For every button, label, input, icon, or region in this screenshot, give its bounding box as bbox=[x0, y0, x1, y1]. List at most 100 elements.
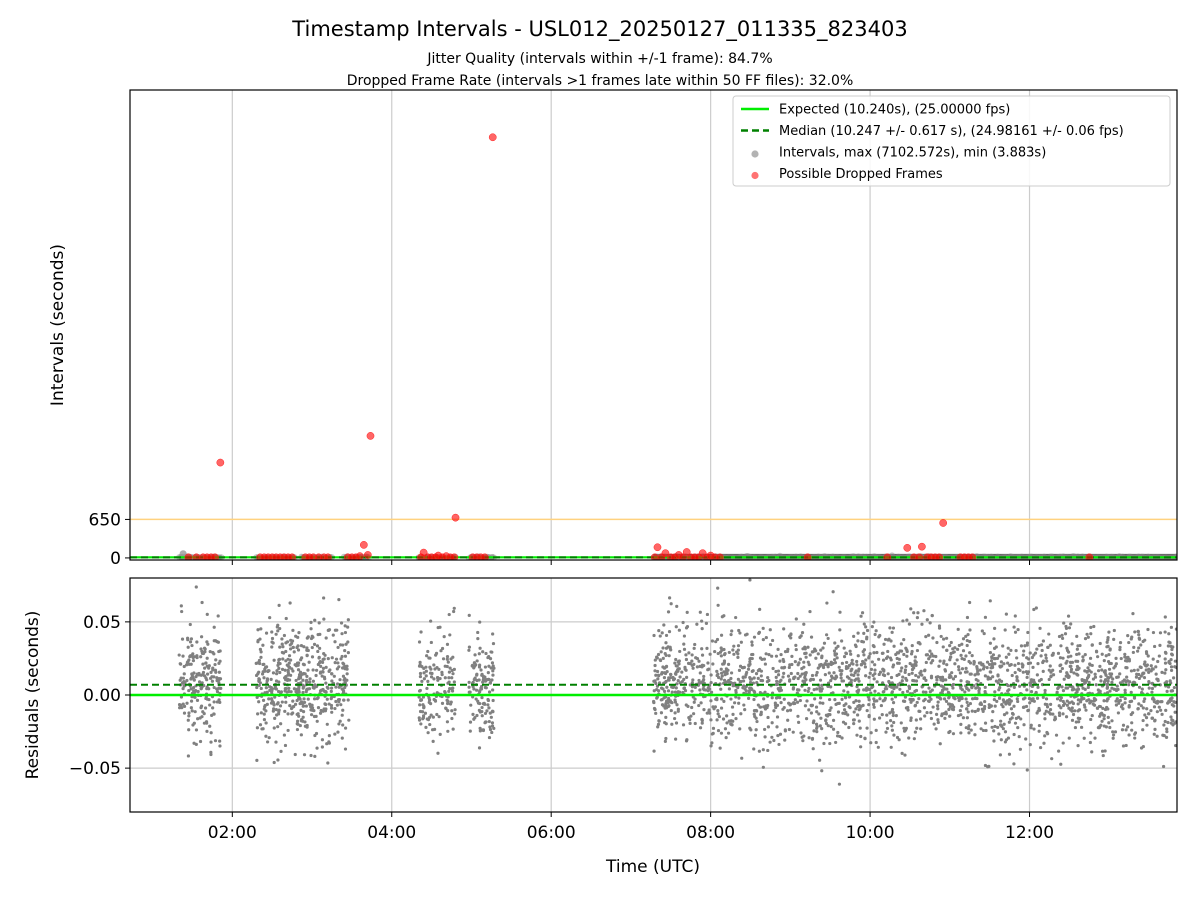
residual-point bbox=[1146, 654, 1150, 658]
residual-point bbox=[932, 722, 936, 726]
residual-point bbox=[778, 680, 782, 684]
residual-point bbox=[666, 689, 671, 693]
residual-point bbox=[1140, 687, 1144, 691]
residual-point bbox=[1057, 749, 1061, 753]
residual-point bbox=[1031, 665, 1035, 669]
residual-point bbox=[915, 726, 919, 730]
residual-point bbox=[878, 716, 882, 720]
residual-point bbox=[329, 696, 333, 701]
residual-point bbox=[1022, 649, 1026, 653]
residual-point bbox=[906, 708, 910, 712]
residual-point bbox=[1114, 662, 1118, 666]
residual-point bbox=[1169, 665, 1174, 669]
residual-point bbox=[879, 703, 883, 708]
residual-point bbox=[968, 600, 972, 605]
residual-point bbox=[288, 658, 293, 662]
residual-point bbox=[758, 607, 762, 611]
residual-point bbox=[950, 671, 954, 675]
residual-point bbox=[1110, 719, 1114, 723]
residual-point bbox=[818, 696, 823, 700]
dropped-frame-point bbox=[366, 432, 375, 440]
residual-point bbox=[438, 732, 442, 736]
residual-point bbox=[847, 705, 851, 709]
residual-point bbox=[862, 688, 866, 692]
residual-point bbox=[418, 688, 422, 693]
residual-point bbox=[491, 698, 495, 703]
residual-point bbox=[914, 679, 919, 683]
residual-point bbox=[890, 685, 894, 689]
residual-point bbox=[665, 685, 669, 689]
residual-point bbox=[490, 721, 495, 725]
residual-point bbox=[1059, 762, 1063, 766]
residual-point bbox=[831, 727, 836, 731]
residual-point bbox=[269, 701, 274, 705]
residual-point bbox=[955, 658, 959, 662]
residual-point bbox=[761, 638, 765, 642]
residual-point bbox=[748, 680, 753, 685]
residual-point bbox=[1137, 633, 1141, 637]
residual-point bbox=[1111, 677, 1115, 681]
residual-point bbox=[1022, 723, 1026, 727]
residual-point bbox=[209, 731, 213, 735]
residual-point bbox=[294, 678, 298, 683]
residual-point bbox=[938, 697, 943, 701]
residual-point bbox=[1152, 732, 1156, 736]
residual-point bbox=[1082, 696, 1086, 701]
residual-point bbox=[795, 688, 800, 692]
residual-point bbox=[424, 669, 428, 673]
residual-point bbox=[951, 677, 956, 681]
residual-point bbox=[840, 661, 844, 665]
residual-point bbox=[963, 690, 967, 694]
residual-point bbox=[420, 679, 424, 683]
intervals-y-tick-label: 650 bbox=[89, 510, 121, 530]
residual-point bbox=[261, 698, 266, 702]
residual-point bbox=[264, 721, 268, 725]
residual-point bbox=[186, 645, 190, 649]
residual-point bbox=[902, 726, 906, 730]
residual-point bbox=[428, 702, 433, 706]
residual-point bbox=[766, 676, 770, 680]
residual-point bbox=[959, 653, 963, 657]
residual-point bbox=[333, 661, 337, 665]
residual-point bbox=[339, 621, 344, 625]
residual-point bbox=[913, 662, 917, 666]
residual-point bbox=[798, 674, 802, 678]
residual-point bbox=[1003, 628, 1007, 632]
residual-point bbox=[807, 736, 811, 740]
residual-point bbox=[312, 642, 317, 646]
residual-point bbox=[685, 675, 689, 679]
residual-point bbox=[759, 674, 763, 678]
residual-point bbox=[1051, 712, 1055, 716]
residual-point bbox=[907, 622, 912, 626]
residual-point bbox=[926, 699, 931, 703]
residual-point bbox=[1028, 743, 1032, 747]
residual-point bbox=[208, 650, 212, 654]
residual-point bbox=[1123, 696, 1127, 701]
residual-point bbox=[210, 679, 215, 683]
residual-point bbox=[787, 665, 791, 670]
residual-point bbox=[716, 586, 720, 590]
residual-point bbox=[428, 722, 432, 727]
residual-point bbox=[433, 699, 438, 703]
residual-point bbox=[833, 677, 837, 681]
residual-point bbox=[750, 677, 754, 681]
residual-point bbox=[680, 670, 684, 674]
residual-point bbox=[259, 686, 263, 691]
residual-point bbox=[257, 683, 261, 688]
residual-point bbox=[1153, 719, 1157, 723]
residual-point bbox=[726, 731, 731, 735]
residual-point bbox=[490, 710, 494, 714]
residual-point bbox=[1097, 669, 1101, 673]
residual-point bbox=[1077, 666, 1081, 670]
residual-point bbox=[1170, 647, 1174, 652]
residual-point bbox=[657, 719, 661, 723]
residual-point bbox=[692, 646, 696, 650]
residual-point bbox=[1065, 659, 1069, 663]
residual-point bbox=[652, 679, 656, 683]
residual-point bbox=[862, 622, 866, 626]
residual-point bbox=[738, 727, 742, 731]
residual-point bbox=[276, 623, 280, 627]
residual-point bbox=[1002, 700, 1006, 704]
residual-point bbox=[272, 703, 276, 707]
residual-point bbox=[852, 718, 856, 722]
